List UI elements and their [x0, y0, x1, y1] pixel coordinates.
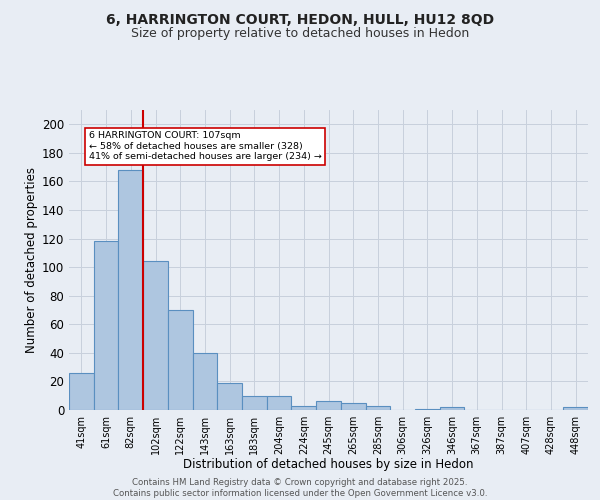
Bar	[242, 396, 267, 410]
Bar	[94, 242, 118, 410]
Bar	[415, 408, 440, 410]
Bar	[168, 310, 193, 410]
Bar	[217, 383, 242, 410]
Text: Size of property relative to detached houses in Hedon: Size of property relative to detached ho…	[131, 28, 469, 40]
Bar	[118, 170, 143, 410]
Bar	[316, 402, 341, 410]
Bar	[292, 406, 316, 410]
Bar	[440, 407, 464, 410]
Text: 6 HARRINGTON COURT: 107sqm
← 58% of detached houses are smaller (328)
41% of sem: 6 HARRINGTON COURT: 107sqm ← 58% of deta…	[89, 132, 322, 161]
Y-axis label: Number of detached properties: Number of detached properties	[25, 167, 38, 353]
Text: 6, HARRINGTON COURT, HEDON, HULL, HU12 8QD: 6, HARRINGTON COURT, HEDON, HULL, HU12 8…	[106, 12, 494, 26]
Bar	[365, 406, 390, 410]
Bar	[267, 396, 292, 410]
Bar	[143, 262, 168, 410]
Bar	[69, 373, 94, 410]
Bar	[341, 403, 365, 410]
X-axis label: Distribution of detached houses by size in Hedon: Distribution of detached houses by size …	[183, 458, 474, 471]
Bar	[193, 353, 217, 410]
Bar	[563, 407, 588, 410]
Text: Contains HM Land Registry data © Crown copyright and database right 2025.
Contai: Contains HM Land Registry data © Crown c…	[113, 478, 487, 498]
